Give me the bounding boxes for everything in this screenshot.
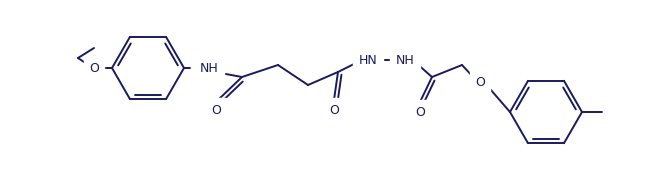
Text: HN: HN [359,53,377,66]
Text: NH: NH [200,62,219,75]
Text: NH: NH [395,53,414,66]
Text: O: O [89,62,99,75]
Text: O: O [475,75,485,89]
Text: O: O [415,105,425,118]
Text: O: O [211,103,221,116]
Text: O: O [329,103,339,116]
